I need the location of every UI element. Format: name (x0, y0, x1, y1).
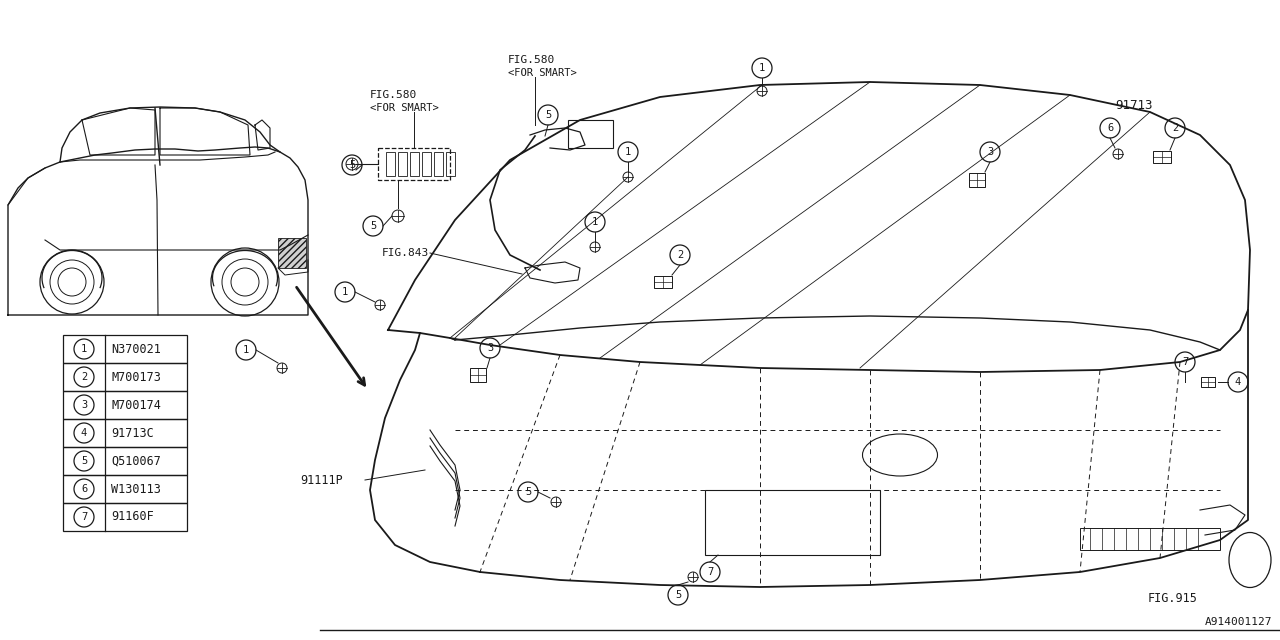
Bar (63, 419, 187, 447)
Text: FIG.580: FIG.580 (508, 55, 556, 65)
Text: 5: 5 (545, 110, 552, 120)
Bar (63, 391, 187, 419)
Text: 7: 7 (707, 567, 713, 577)
Text: 1: 1 (759, 63, 765, 73)
Text: 4: 4 (81, 428, 87, 438)
Bar (1080, 528, 1220, 550)
Bar (63, 475, 187, 503)
Text: 5: 5 (525, 487, 531, 497)
Text: <FOR SMART>: <FOR SMART> (370, 103, 439, 113)
Bar (63, 363, 187, 391)
Text: 1: 1 (625, 147, 631, 157)
Text: 2: 2 (1172, 123, 1178, 133)
Text: <FOR SMART>: <FOR SMART> (508, 68, 577, 78)
Text: 91713C: 91713C (111, 426, 154, 440)
Text: 91160F: 91160F (111, 511, 154, 524)
Bar (445, 152, 454, 176)
Text: N370021: N370021 (111, 342, 161, 355)
Text: 6: 6 (81, 484, 87, 494)
Text: 91713: 91713 (1115, 99, 1152, 111)
Text: 1: 1 (591, 217, 598, 227)
Text: 5: 5 (675, 590, 681, 600)
Text: 3: 3 (486, 343, 493, 353)
Bar (568, 120, 613, 148)
Text: M700173: M700173 (111, 371, 161, 383)
Bar (387, 152, 396, 176)
Bar (422, 152, 431, 176)
Bar (705, 490, 881, 555)
Text: FIG.915: FIG.915 (1148, 591, 1198, 605)
Text: 1: 1 (342, 287, 348, 297)
Text: 1: 1 (243, 345, 250, 355)
Text: FIG.843: FIG.843 (381, 248, 429, 258)
Text: A914001127: A914001127 (1204, 617, 1272, 627)
Text: 2: 2 (81, 372, 87, 382)
Text: FIG.580: FIG.580 (370, 90, 417, 100)
Text: 6: 6 (1107, 123, 1114, 133)
Text: 5: 5 (81, 456, 87, 466)
Text: 2: 2 (677, 250, 684, 260)
Bar (378, 148, 451, 180)
Text: M700174: M700174 (111, 399, 161, 412)
Bar (63, 447, 187, 475)
Text: 3: 3 (987, 147, 993, 157)
Text: 1: 1 (81, 344, 87, 354)
Bar (434, 152, 443, 176)
Text: 91111P: 91111P (300, 474, 343, 486)
Text: Q510067: Q510067 (111, 454, 161, 467)
Bar (398, 152, 407, 176)
Text: 3: 3 (81, 400, 87, 410)
Bar (278, 238, 306, 268)
Text: 4: 4 (1235, 377, 1242, 387)
Text: 7: 7 (1181, 357, 1188, 367)
Bar (410, 152, 419, 176)
Bar (63, 503, 187, 531)
Bar (63, 335, 187, 363)
Text: 7: 7 (81, 512, 87, 522)
Text: 5: 5 (370, 221, 376, 231)
Text: 5: 5 (349, 160, 355, 170)
Text: W130113: W130113 (111, 483, 161, 495)
